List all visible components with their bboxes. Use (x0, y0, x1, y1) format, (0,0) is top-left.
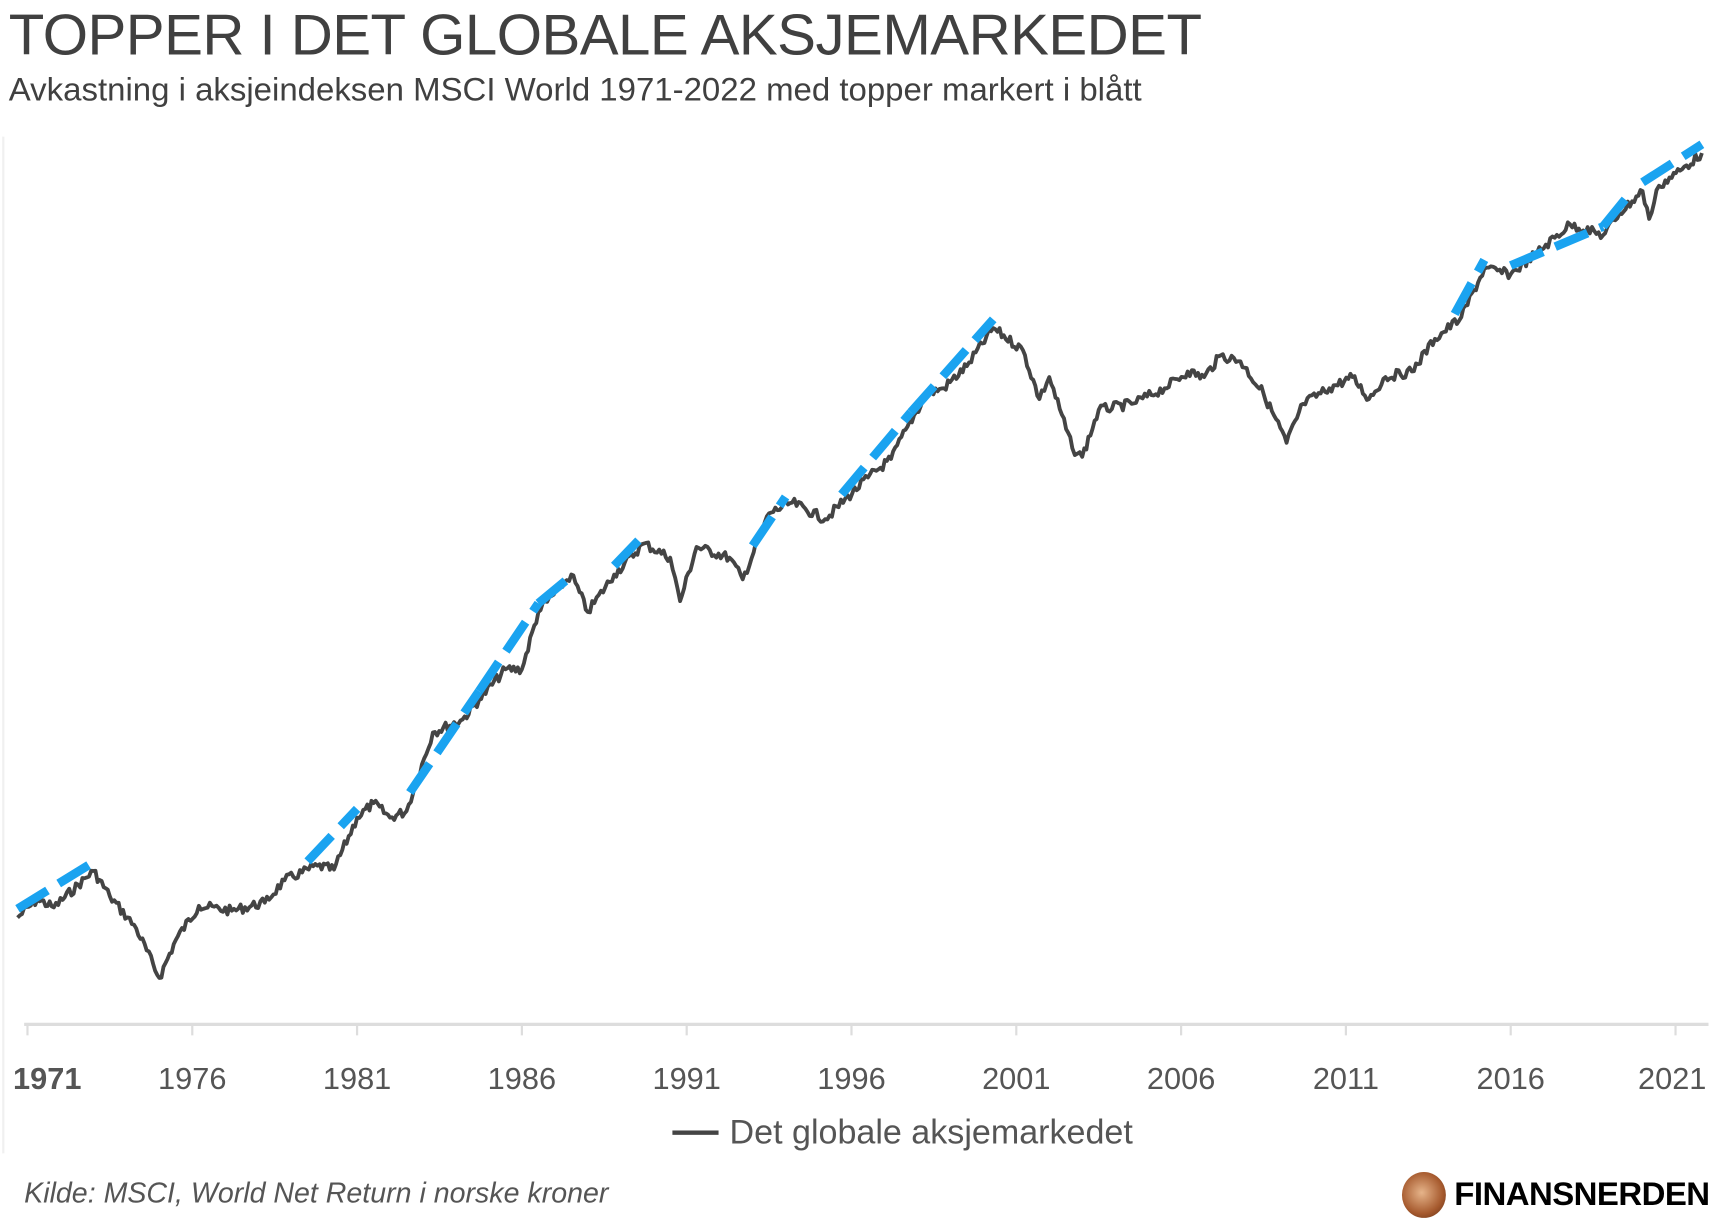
series-layer (15, 140, 1705, 980)
brand-name: FINANSNERDEN (1454, 1176, 1710, 1213)
brand-avatar-icon (1401, 1172, 1446, 1218)
legend-label: Det globale aksjemarkedet (729, 1112, 1133, 1152)
peak-marker (838, 409, 915, 498)
peak-marker (610, 531, 648, 569)
legend: Det globale aksjemarkedet (672, 1112, 1133, 1152)
x-tick-label: 2006 (1147, 1061, 1215, 1096)
x-tick-label: 1981 (323, 1061, 391, 1096)
chart-title: TOPPER I DET GLOBALE AKSJEMARKEDET (8, 3, 1202, 68)
peak-marker (535, 569, 578, 607)
x-tick-label: 1996 (817, 1061, 885, 1096)
x-tick-label: 2016 (1477, 1061, 1545, 1096)
peak-marker (406, 688, 483, 796)
x-tick-label: 2001 (982, 1061, 1050, 1096)
peak-marker (15, 858, 96, 913)
peak-marker (748, 494, 790, 549)
peak-marker (304, 805, 361, 865)
x-tick-label: 2021 (1638, 1061, 1706, 1096)
x-tick-label: 2011 (1313, 1061, 1379, 1096)
peak-marker (1508, 222, 1605, 270)
chart-subtitle: Avkastning i aksjeindeksen MSCI World 19… (8, 72, 1142, 109)
brand: FINANSNERDEN (1401, 1172, 1710, 1218)
x-tick-label: 1991 (652, 1061, 720, 1096)
peak-marker (1599, 195, 1630, 230)
legend-line-swatch (672, 1130, 719, 1135)
peak-marker (1640, 140, 1705, 186)
x-tick-label: 1971 (13, 1061, 81, 1096)
x-tick-label: 1976 (158, 1061, 226, 1096)
peak-marker (907, 316, 997, 416)
market-index-line (16, 151, 1704, 980)
x-tick-label: 1986 (488, 1061, 556, 1096)
peak-marker (1450, 257, 1489, 317)
x-axis-ticks: 1971 1976 1981 1986 1991 1996 2001 2006 2011 2016… (13, 1024, 1706, 1096)
source-note: Kilde: MSCI, World Net Return i norske k… (24, 1176, 609, 1210)
peak-marker (475, 600, 543, 694)
